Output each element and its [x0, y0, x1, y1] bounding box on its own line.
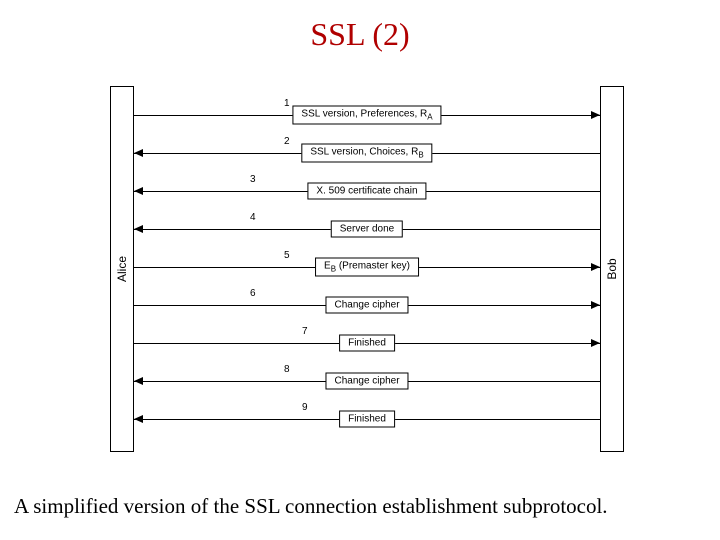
entity-bob: Bob [600, 86, 624, 452]
message-number: 1 [284, 98, 290, 109]
sequence-diagram: Alice Bob 1SSL version, Preferences, RA2… [110, 86, 624, 452]
arrow-left-icon [134, 149, 143, 157]
message-label: EB (Premaster key) [315, 258, 419, 277]
page-title: SSL (2) [0, 16, 720, 53]
arrow-left-icon [134, 187, 143, 195]
arrow-left-icon [134, 225, 143, 233]
message-label: SSL version, Preferences, RA [292, 106, 441, 125]
arrow-right-icon [591, 111, 600, 119]
message-number: 5 [284, 250, 290, 261]
message-label: Finished [339, 411, 395, 428]
entity-alice: Alice [110, 86, 134, 452]
message-4: 4 Server done [134, 210, 600, 248]
arrow-right-icon [591, 263, 600, 271]
message-label: Server done [331, 221, 403, 238]
message-9: 9 Finished [134, 400, 600, 438]
message-number: 3 [250, 174, 256, 185]
message-number: 7 [302, 326, 308, 337]
entity-bob-label: Bob [605, 258, 619, 279]
message-3: 3 X. 509 certificate chain [134, 172, 600, 210]
message-label: SSL version, Choices, RB [301, 144, 432, 163]
message-8: 8 Change cipher [134, 362, 600, 400]
arrow-left-icon [134, 415, 143, 423]
arrow-right-icon [591, 339, 600, 347]
message-2: 2 SSL version, Choices, RB [134, 134, 600, 172]
message-label: X. 509 certificate chain [307, 183, 426, 200]
message-label: Finished [339, 335, 395, 352]
entity-alice-label: Alice [115, 256, 129, 282]
caption-text: A simplified version of the SSL connecti… [0, 494, 720, 519]
message-7: 7 Finished [134, 324, 600, 362]
message-5: 5 EB (Premaster key) [134, 248, 600, 286]
arrow-right-icon [591, 301, 600, 309]
message-number: 2 [284, 136, 290, 147]
message-number: 9 [302, 402, 308, 413]
arrow-left-icon [134, 377, 143, 385]
message-6: 6 Change cipher [134, 286, 600, 324]
message-number: 4 [250, 212, 256, 223]
message-number: 6 [250, 288, 256, 299]
message-1: 1SSL version, Preferences, RA [134, 96, 600, 134]
message-label: Change cipher [325, 373, 408, 390]
message-number: 8 [284, 364, 290, 375]
message-label: Change cipher [325, 297, 408, 314]
